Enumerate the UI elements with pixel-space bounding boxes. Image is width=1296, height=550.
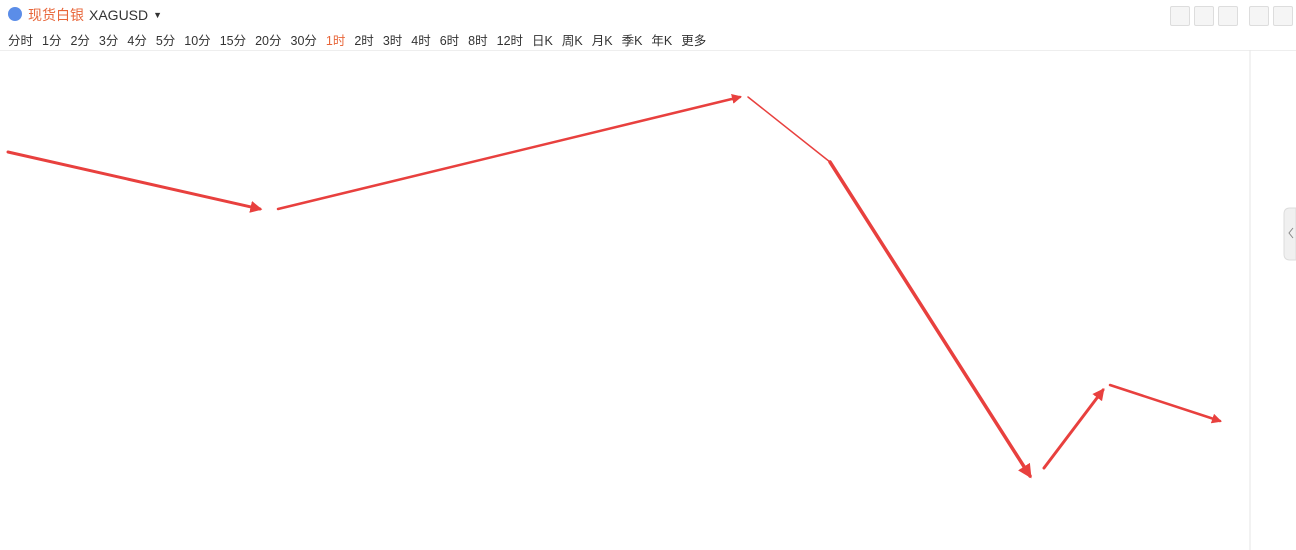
arrow xyxy=(1042,388,1105,470)
timeframe-tab[interactable]: 4分 xyxy=(127,34,147,48)
fullscreen-button[interactable] xyxy=(1249,6,1269,26)
drawn-arrows xyxy=(6,94,1222,479)
timeframe-tab[interactable]: 周K xyxy=(561,34,583,48)
arrow xyxy=(747,96,831,163)
symbol-selector[interactable]: 现货白银 XAGUSD ▼ xyxy=(28,5,162,25)
timeframe-tab[interactable]: 2时 xyxy=(354,34,374,48)
timeframe-tab[interactable]: 1分 xyxy=(42,34,62,48)
timeframe-tab[interactable]: 分时 xyxy=(8,34,34,48)
timeframe-tab[interactable]: 3分 xyxy=(98,34,119,48)
tool-button[interactable] xyxy=(1170,6,1190,26)
arrow xyxy=(276,94,742,211)
arrow xyxy=(1108,383,1222,424)
timeframe-tab[interactable]: 5分 xyxy=(155,34,176,48)
symbol-code: XAGUSD xyxy=(89,7,149,23)
timeframe-tab[interactable]: 更多 xyxy=(681,34,707,48)
timeframe-tab[interactable]: 12时 xyxy=(496,34,524,48)
close-button[interactable] xyxy=(1273,6,1293,26)
timeframe-tab[interactable]: 20分 xyxy=(255,34,282,48)
timeframe-tab[interactable]: 2分 xyxy=(70,34,90,48)
timeframe-tab[interactable]: 日K xyxy=(532,34,553,48)
timeframe-tab[interactable]: 4时 xyxy=(411,34,431,48)
timeframe-tab[interactable]: 季K xyxy=(621,34,643,48)
symbol-name: 现货白银 xyxy=(28,7,84,23)
timeframe-tabs: 分时 1分 2分 3分 4分 5分 10分 15分 20分 30分 1时 2时 3时 4时 6时 8时 12时日… xyxy=(8,30,706,49)
timeframe-tab[interactable]: 10分 xyxy=(184,34,211,48)
timeframe-tab[interactable]: 6时 xyxy=(439,34,460,48)
timeframe-tab[interactable]: 15分 xyxy=(219,34,247,48)
symbol-icon xyxy=(8,7,22,21)
timeframe-tab[interactable]: 年K xyxy=(651,34,673,48)
dropdown-caret: ▼ xyxy=(153,10,163,20)
tool-button[interactable] xyxy=(1194,6,1214,26)
timeframe-tab[interactable]: 8时 xyxy=(468,34,488,48)
arrow xyxy=(6,150,263,213)
timeframe-tab[interactable]: 月K xyxy=(591,34,613,48)
tool-button[interactable] xyxy=(1218,6,1238,26)
toggle-chevron xyxy=(1288,227,1294,239)
arrow xyxy=(828,160,1032,479)
timeframe-tab[interactable]: 1时 xyxy=(325,34,346,48)
timeframe-tab[interactable]: 3时 xyxy=(382,34,403,48)
timeframe-tab[interactable]: 30分 xyxy=(290,34,317,48)
toolbar: 现货白银 XAGUSD ▼ 分时 1分 2分 3分 4分 5分 10分 15分 20分 30分 1时… xyxy=(0,0,1296,51)
